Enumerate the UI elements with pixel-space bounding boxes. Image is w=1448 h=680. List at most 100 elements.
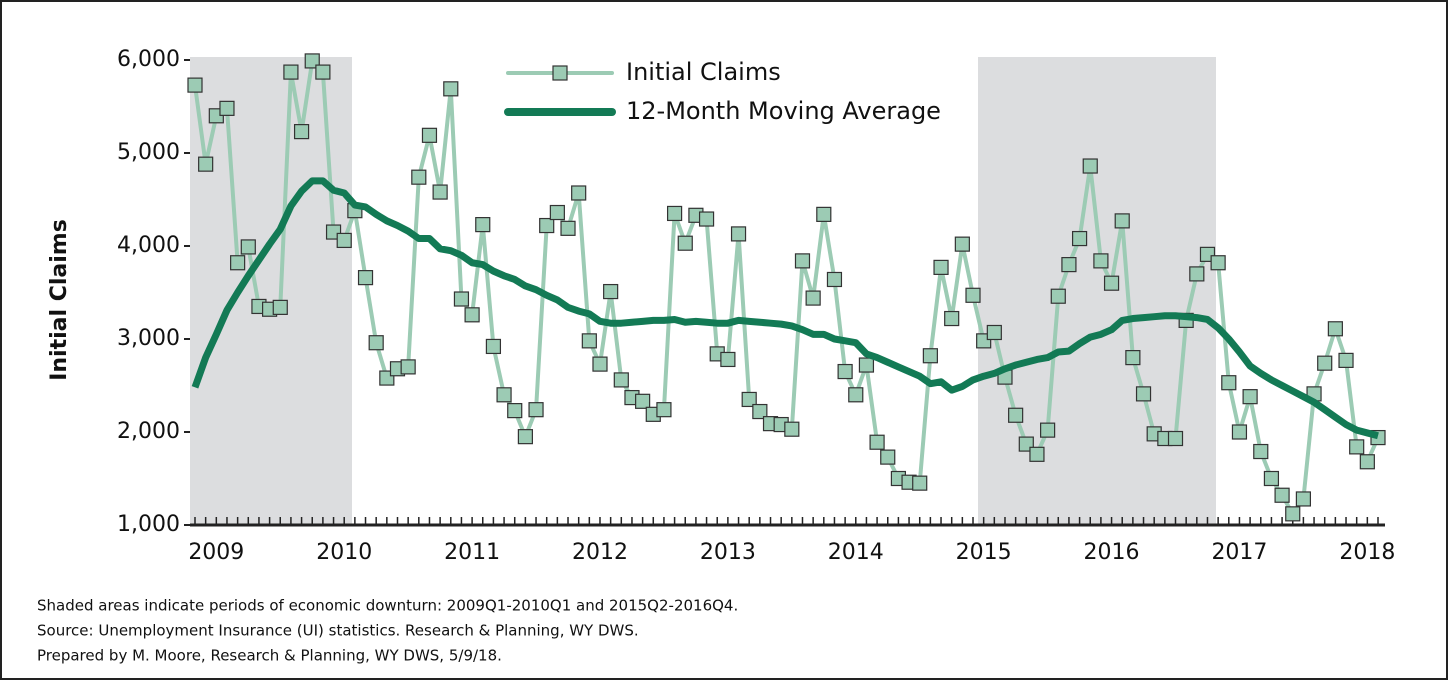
x-tick-label: 2018 <box>1339 540 1395 565</box>
claims-marker <box>730 226 747 242</box>
claims-marker <box>1189 266 1205 282</box>
claims-marker <box>592 356 608 372</box>
footnote: Shaded areas indicate periods of economi… <box>37 597 738 615</box>
claims-marker <box>1317 355 1333 371</box>
claims-marker <box>1263 470 1280 487</box>
claims-marker <box>603 283 619 300</box>
y-axis-label: Initial Claims <box>47 219 72 381</box>
claims-marker <box>933 259 949 275</box>
claims-marker <box>1221 375 1237 391</box>
notes: Shaded areas indicate periods of economi… <box>37 597 738 665</box>
claims-marker <box>198 156 214 172</box>
claims-marker <box>986 324 1002 341</box>
claims-marker <box>1327 321 1343 337</box>
claims-marker <box>912 475 928 491</box>
claims-marker <box>1029 446 1045 462</box>
claims-marker <box>752 403 768 420</box>
claims-marker <box>421 127 438 143</box>
claims-marker <box>368 335 384 351</box>
claims-marker <box>432 184 448 200</box>
claims-marker <box>293 124 310 140</box>
claims-marker <box>443 81 459 97</box>
x-tick-label: 2012 <box>572 540 628 565</box>
claims-marker <box>475 217 491 233</box>
claims-marker <box>539 217 555 234</box>
legend-label: 12-Month Moving Average <box>626 97 941 125</box>
claims-marker <box>613 372 629 388</box>
y-tick-label: 1,000 <box>117 512 180 537</box>
claims-marker <box>922 348 938 364</box>
claims-marker <box>954 236 970 252</box>
claims-marker <box>1008 407 1024 423</box>
claims-marker <box>560 220 576 236</box>
x-tick-label: 2013 <box>700 540 756 565</box>
claims-marker <box>1253 443 1269 460</box>
claims-marker <box>240 239 256 255</box>
y-tick-label: 3,000 <box>117 326 180 351</box>
claims-marker <box>1167 430 1184 447</box>
claims-marker <box>944 310 960 327</box>
claims-marker <box>304 53 320 69</box>
claims-marker <box>805 290 821 306</box>
footnote: Source: Unemployment Insurance (UI) stat… <box>37 622 639 640</box>
claims-marker <box>698 211 715 227</box>
claims-marker <box>656 402 672 418</box>
claims-marker <box>1103 275 1120 291</box>
y-tick-label: 5,000 <box>117 140 180 165</box>
y-tick-label: 6,000 <box>117 47 180 72</box>
x-tick-label: 2011 <box>444 540 500 565</box>
claims-marker <box>858 357 875 373</box>
claims-marker <box>283 64 299 80</box>
moving-average-line <box>191 177 1379 440</box>
x-tick-label: 2010 <box>316 540 372 565</box>
x-tick-label: 2014 <box>828 540 884 565</box>
claims-marker <box>1242 389 1258 405</box>
claims-marker <box>666 205 683 222</box>
claims-marker <box>1071 230 1088 247</box>
claims-marker <box>1349 439 1365 455</box>
claims-marker <box>1359 454 1375 470</box>
claims-marker <box>187 77 203 93</box>
claims-marker <box>784 421 800 437</box>
x-tick-label: 2017 <box>1211 540 1267 565</box>
claims-marker <box>826 271 843 288</box>
claims-marker <box>635 393 651 409</box>
claims-marker <box>230 255 246 271</box>
claims-marker <box>549 204 565 221</box>
y-tick-label: 4,000 <box>117 233 180 258</box>
claims-marker <box>816 206 832 222</box>
claims-marker <box>837 363 853 380</box>
claims-marker <box>1338 352 1354 368</box>
claims-marker <box>219 100 235 116</box>
claims-marker <box>315 64 331 80</box>
claims-marker <box>720 351 736 368</box>
shaded-period <box>978 57 1216 525</box>
claims-marker <box>1274 487 1290 503</box>
claims-marker <box>581 333 597 349</box>
x-tick-label: 2016 <box>1084 540 1140 565</box>
claims-marker <box>507 403 523 419</box>
claims-marker <box>517 429 533 445</box>
claims-marker <box>411 169 427 185</box>
claims-marker <box>1050 288 1066 304</box>
legend-label: Initial Claims <box>626 58 781 86</box>
claims-marker <box>741 391 757 408</box>
y-tick-label: 2,000 <box>117 419 180 444</box>
claims-marker <box>1231 424 1248 440</box>
legend-marker <box>552 65 568 81</box>
claims-marker <box>1114 213 1130 229</box>
claims-marker <box>464 307 480 323</box>
claims-marker <box>880 449 896 465</box>
claims-marker <box>1093 253 1109 269</box>
claims-marker <box>485 338 502 355</box>
claims-marker <box>571 185 587 201</box>
x-tick-label: 2015 <box>956 540 1012 565</box>
claims-marker <box>1285 506 1301 522</box>
claims-marker <box>848 387 864 403</box>
claims-marker <box>1040 422 1056 438</box>
claims-marker <box>336 232 352 249</box>
claims-marker <box>794 253 811 269</box>
claims-marker <box>496 387 512 403</box>
claims-marker <box>272 299 288 315</box>
